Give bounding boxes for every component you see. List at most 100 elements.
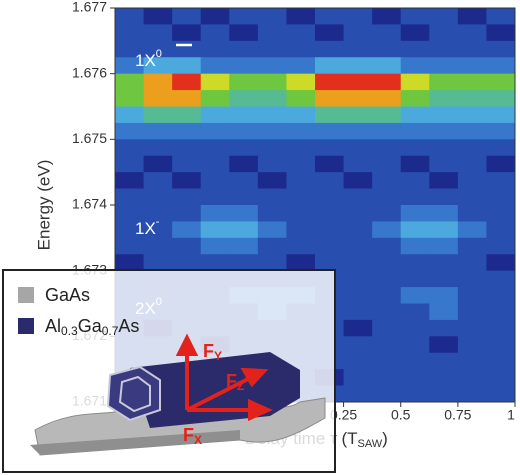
x-title-sub: SAW <box>358 438 383 450</box>
heat-cell <box>257 254 287 272</box>
arrow <box>186 376 251 412</box>
heat-cell <box>486 40 516 58</box>
heat-cell <box>315 172 345 190</box>
heat-cell <box>200 40 230 58</box>
heat-cell <box>372 8 402 25</box>
heat-cell <box>229 40 259 58</box>
heat-cell <box>372 352 402 370</box>
heat-cell <box>172 205 202 222</box>
heat-cell <box>343 270 373 288</box>
heat-cell <box>400 57 430 75</box>
heat-cell <box>200 57 230 75</box>
heat-cell <box>286 8 316 25</box>
heat-cell <box>257 24 287 42</box>
heat-cell <box>486 205 516 222</box>
heat-cell <box>172 122 202 140</box>
heat-cell <box>400 270 430 288</box>
heat-cell <box>457 155 487 173</box>
heat-cell <box>343 205 373 222</box>
x-tick-label: 1 <box>507 407 515 423</box>
heat-cell <box>229 106 259 124</box>
heat-cell <box>172 106 202 124</box>
heat-cell <box>486 8 516 25</box>
heat-cell <box>429 40 459 58</box>
heat-cell <box>200 205 230 222</box>
heat-cell <box>286 205 316 222</box>
heat-cell <box>200 172 230 190</box>
heat-cell <box>372 270 402 288</box>
heat-cell <box>400 40 430 58</box>
heat-cell <box>172 221 202 239</box>
y-tick-label: 1.674 <box>72 196 107 212</box>
heat-cell <box>457 106 487 124</box>
heat-cell <box>429 172 459 190</box>
heat-cell <box>115 73 145 91</box>
arrowhead <box>240 367 269 388</box>
force-f: F <box>183 425 194 445</box>
heat-cell <box>343 287 373 304</box>
heat-cell <box>257 73 287 91</box>
heat-cell <box>429 369 459 387</box>
heat-cell <box>143 73 173 91</box>
heat-cell <box>400 221 430 239</box>
heat-cell <box>429 8 459 25</box>
heat-cell <box>486 106 516 124</box>
heat-cell <box>229 122 259 140</box>
heat-cell <box>257 155 287 173</box>
heat-cell <box>286 40 316 58</box>
heat-cell <box>315 221 345 239</box>
heat-cell <box>143 8 173 25</box>
heat-cell <box>486 385 516 403</box>
heat-cell <box>372 385 402 403</box>
heat-cell <box>315 8 345 25</box>
heat-cell <box>372 73 402 91</box>
heat-cell <box>400 385 430 403</box>
heat-cell <box>429 155 459 173</box>
heat-cell <box>143 237 173 255</box>
heat-cell <box>486 221 516 239</box>
heat-cell <box>229 139 259 157</box>
heat-cell <box>115 122 145 140</box>
heat-cell <box>257 90 287 107</box>
heat-cell <box>229 73 259 91</box>
heat-cell <box>115 24 145 42</box>
heat-cell <box>486 270 516 288</box>
heat-cell <box>257 237 287 255</box>
heat-cell <box>143 155 173 173</box>
heat-cell <box>200 8 230 25</box>
heat-cell <box>457 8 487 25</box>
heat-cell <box>486 122 516 140</box>
heat-cell <box>372 303 402 321</box>
heat-cell <box>457 270 487 288</box>
heat-cell <box>486 188 516 206</box>
heat-cell <box>457 237 487 255</box>
annotation: 1X0 <box>135 48 162 71</box>
heat-cell <box>315 254 345 272</box>
heat-cell <box>457 90 487 107</box>
heat-cell <box>200 188 230 206</box>
y-tick-label: 1.677 <box>72 0 107 15</box>
heat-cell <box>229 90 259 107</box>
heat-cell <box>172 155 202 173</box>
heat-cell <box>343 254 373 272</box>
heat-cell <box>200 221 230 239</box>
legend-part: 0.3 <box>61 324 78 338</box>
heat-cell <box>315 57 345 75</box>
heat-cell <box>486 287 516 304</box>
y-tick-label: 1.675 <box>72 130 107 146</box>
heat-cell <box>457 73 487 91</box>
heat-cell <box>115 188 145 206</box>
force-f: F <box>226 371 237 391</box>
heat-cell <box>315 106 345 124</box>
heat-cell <box>486 73 516 91</box>
heat-cell <box>400 188 430 206</box>
heat-cell <box>486 90 516 107</box>
force-label: FY <box>203 341 222 363</box>
heat-cell <box>343 336 373 354</box>
heat-cell <box>257 139 287 157</box>
legend-part: As <box>118 316 139 336</box>
x-tick-label: 0.25 <box>330 407 357 423</box>
heat-cell <box>143 90 173 107</box>
heat-cell <box>172 24 202 42</box>
